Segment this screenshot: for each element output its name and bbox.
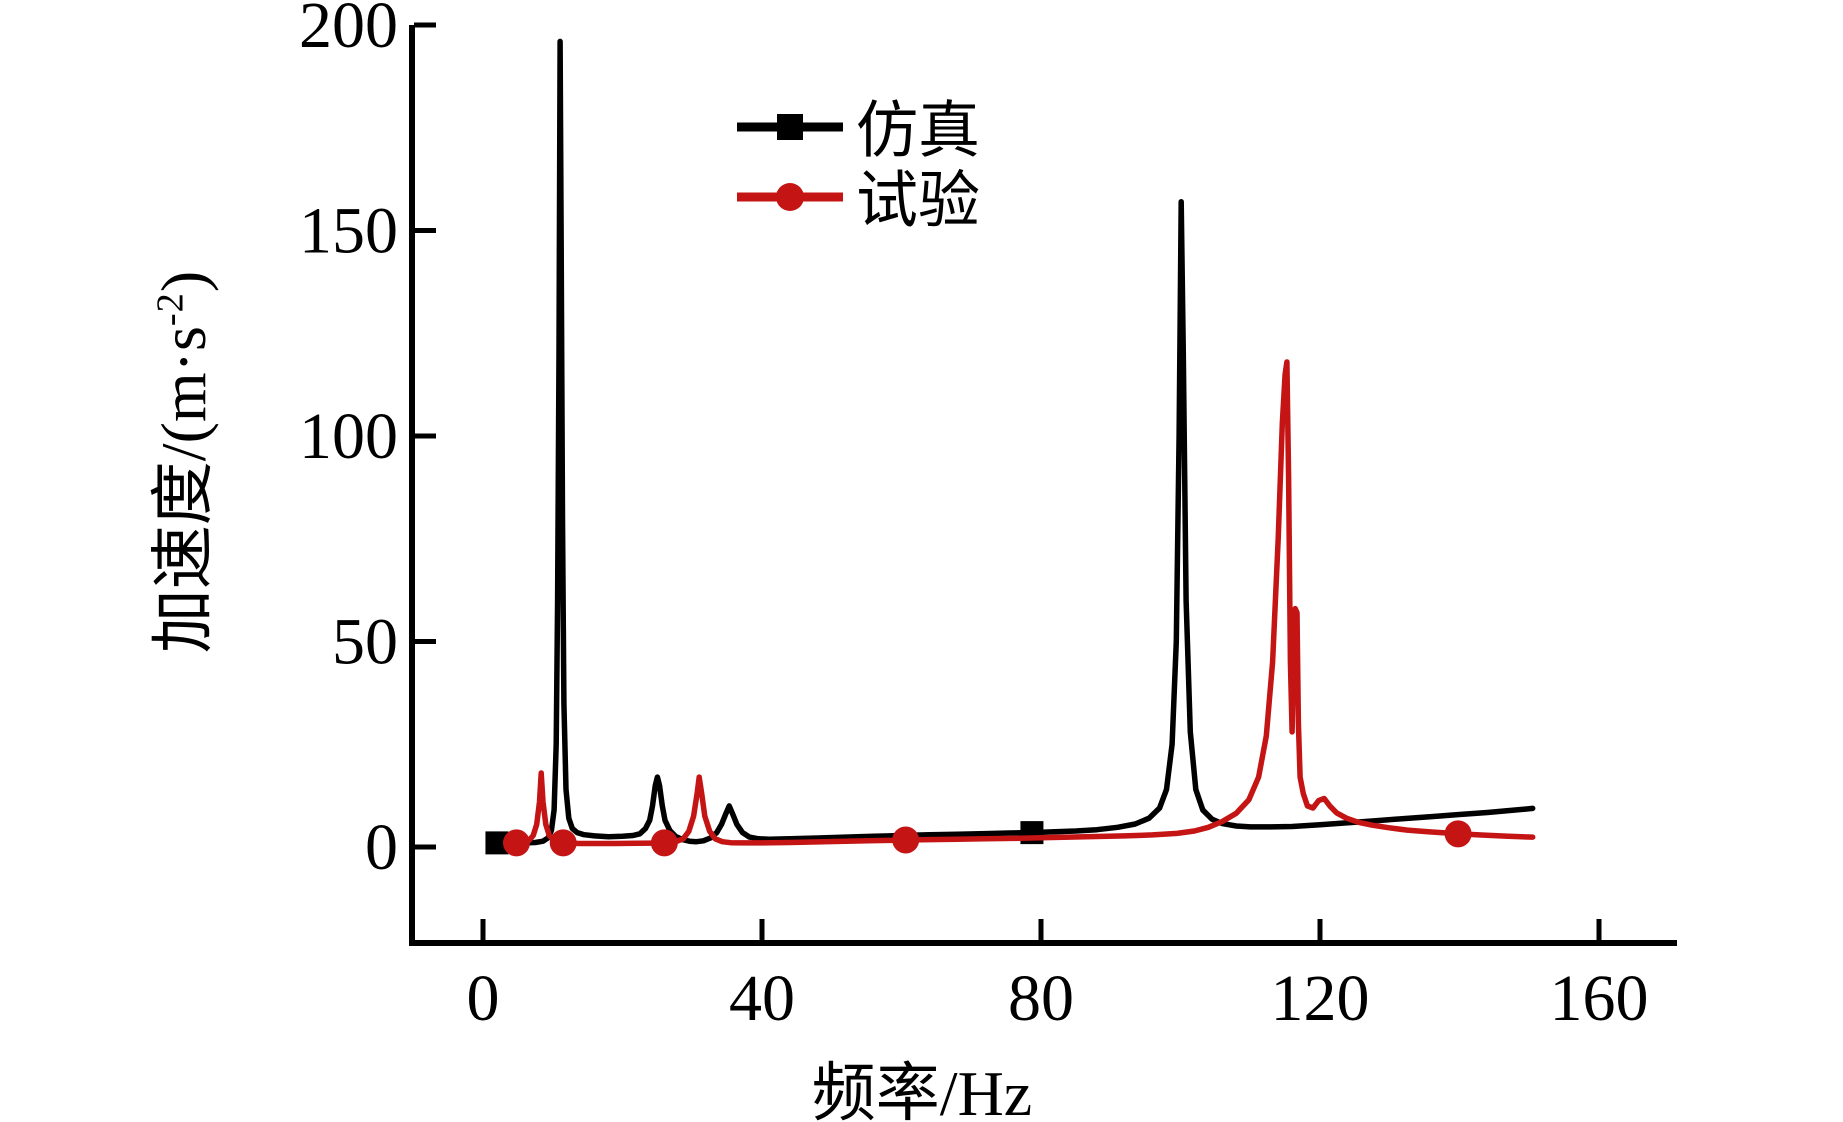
y-axis-tick-label: 200 [299, 0, 398, 62]
y-axis-tick-label: 0 [365, 811, 398, 884]
y-axis-tick-label: 100 [299, 400, 398, 473]
x-axis-title: 频率/Hz [811, 1058, 1033, 1122]
series-line-test [505, 359, 1536, 847]
y-axis-title-superscript: -2 [149, 292, 192, 327]
y-axis-tick-label: 50 [332, 606, 398, 679]
y-axis-title: 加速度/(m·s-2) [132, 271, 224, 653]
series-marker-test [650, 829, 678, 857]
y-axis-title-text: 加速度/(m·s [148, 326, 219, 654]
x-axis-tick-label: 80 [1008, 962, 1074, 1035]
series-marker-simulation [485, 831, 509, 855]
x-axis-tick-label: 40 [729, 962, 795, 1035]
x-axis-tick-label: 0 [467, 962, 500, 1035]
series-marker-test [892, 826, 920, 854]
legend-marker-test [776, 183, 804, 211]
series-marker-test [502, 829, 530, 857]
x-axis-tick-label: 160 [1550, 962, 1649, 1035]
legend-label-simulation: 仿真 [856, 97, 981, 166]
y-axis-title-close-paren: ) [148, 270, 219, 293]
x-axis-tick-label: 120 [1271, 962, 1370, 1035]
series-line-simulation [494, 38, 1536, 846]
y-axis-tick-label: 150 [299, 195, 398, 268]
axis-spines [409, 25, 1677, 946]
legend-label-test: 试验 [856, 167, 981, 236]
series-marker-test [1444, 820, 1472, 848]
legend-marker-simulation [777, 114, 803, 140]
series-marker-test [549, 829, 577, 857]
